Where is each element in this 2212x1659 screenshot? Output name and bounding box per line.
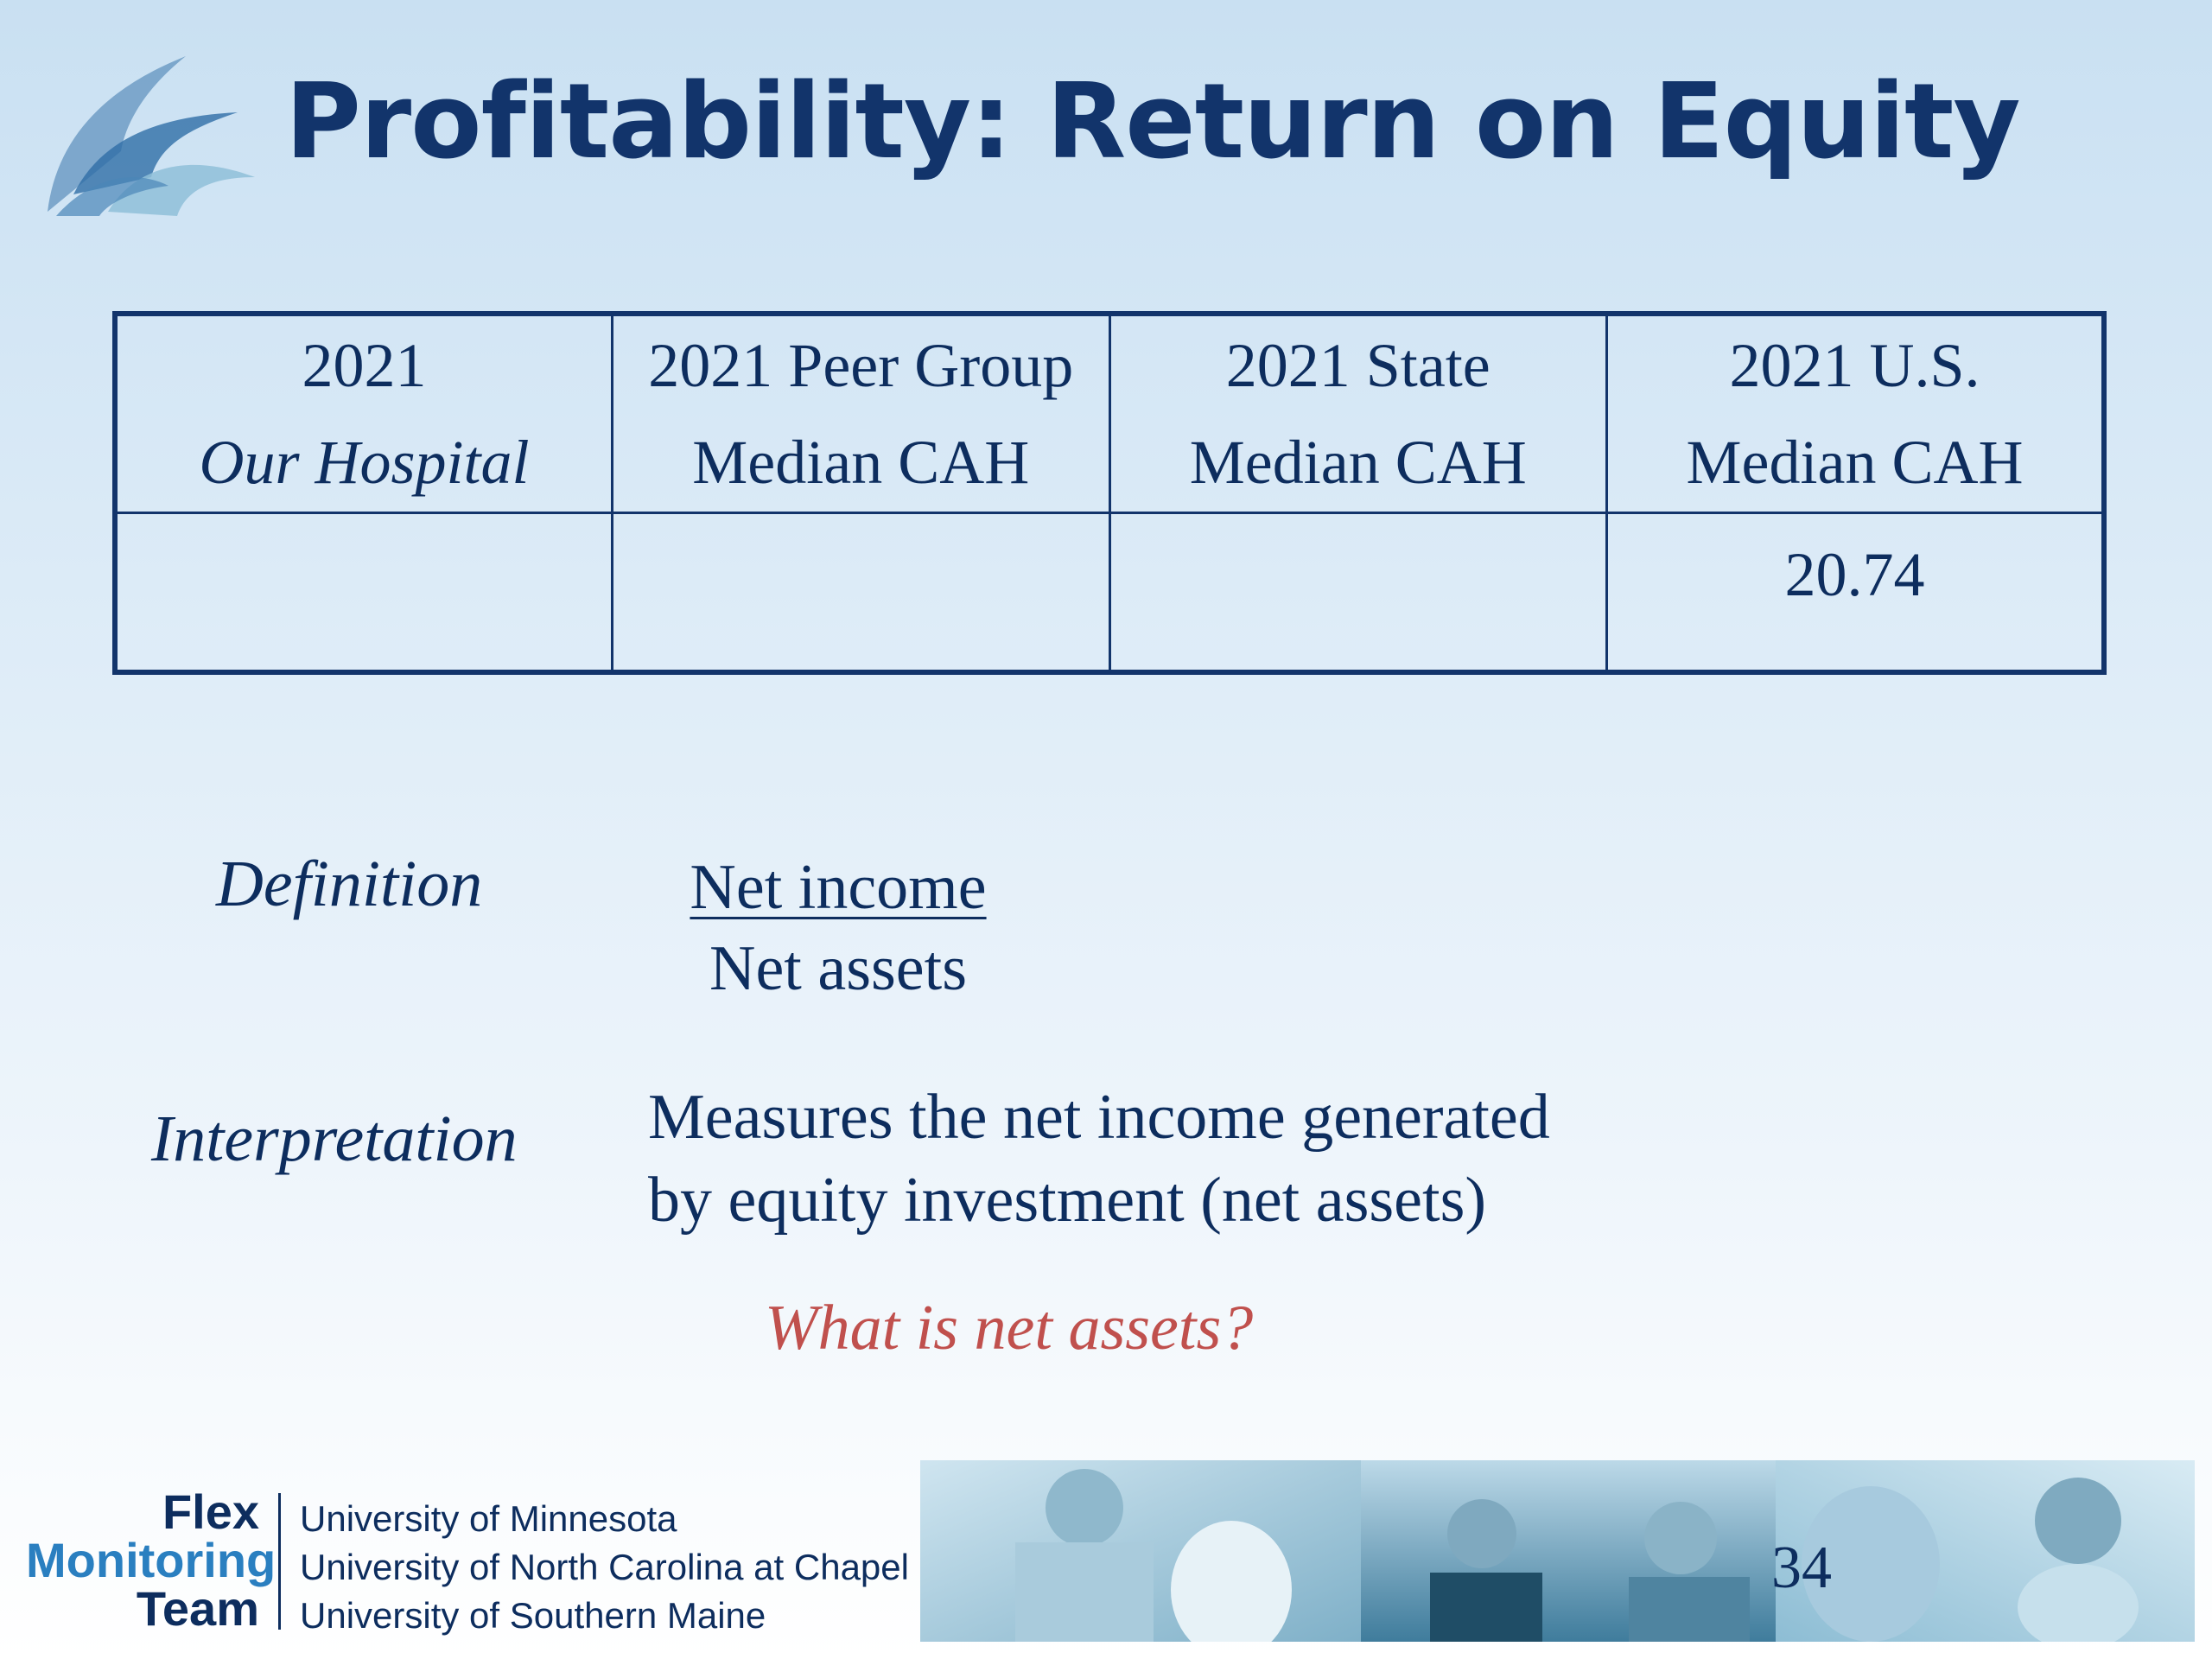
- header-peer-group: 2021 Peer Group Median CAH: [611, 312, 1111, 514]
- value-state: [1108, 512, 1608, 674]
- header-line: Median CAH: [1686, 428, 2024, 497]
- interpretation-label: Interpretation: [151, 1103, 518, 1175]
- page-number: 34: [1771, 1535, 1832, 1601]
- formula-denominator: Net assets: [709, 933, 967, 1004]
- photo-strip-image: [920, 1460, 2195, 1642]
- logo-team: Team: [136, 1581, 259, 1636]
- university-item: University of Minnesota: [300, 1498, 677, 1539]
- header-line: Median CAH: [1189, 428, 1527, 497]
- definition-formula: Net income Net assets: [657, 847, 1020, 1009]
- university-item: University of Southern Maine: [300, 1595, 766, 1636]
- header-line: 2021 Peer Group: [648, 331, 1074, 400]
- interpretation-line: Measures the net income generated: [648, 1082, 1550, 1153]
- header-line: 2021 U.S.: [1729, 331, 1980, 400]
- slide-title: Profitability: Return on Equity: [285, 62, 2021, 182]
- logo-monitoring: Monitoring: [26, 1533, 276, 1587]
- university-list: University of Minnesota University of No…: [300, 1495, 969, 1640]
- header-us: 2021 U.S. Median CAH: [1605, 312, 2106, 514]
- header-line: 2021: [302, 331, 427, 400]
- interpretation-text: Measures the net income generated by equ…: [648, 1076, 1550, 1242]
- flex-monitoring-team-logo: Flex Monitoring Team: [26, 1484, 276, 1636]
- wave-logo-icon: [48, 56, 255, 216]
- table-row: 20.74: [113, 512, 2106, 674]
- header-line: 2021 State: [1225, 331, 1491, 400]
- interpretation-line: by equity investment (net assets): [648, 1165, 1487, 1236]
- footer-divider: [278, 1493, 281, 1630]
- header-line: Median CAH: [692, 428, 1030, 497]
- header-state: 2021 State Median CAH: [1108, 312, 1608, 514]
- university-item: University of North Carolina at Chapel H…: [300, 1547, 969, 1587]
- header-our-hospital: 2021 Our Hospital: [113, 312, 613, 514]
- value-peer-group: [611, 512, 1111, 674]
- definition-label: Definition: [216, 848, 483, 920]
- value-us: 20.74: [1605, 512, 2106, 674]
- header-line: Our Hospital: [199, 428, 530, 497]
- roe-table: 2021 Our Hospital 2021 Peer Group Median…: [112, 311, 2107, 675]
- logo-flex: Flex: [162, 1484, 259, 1539]
- formula-numerator: Net income: [690, 852, 987, 923]
- value-our-hospital: [113, 512, 613, 674]
- question-text: What is net assets?: [765, 1293, 1254, 1363]
- table-header-row: 2021 Our Hospital 2021 Peer Group Median…: [113, 312, 2106, 514]
